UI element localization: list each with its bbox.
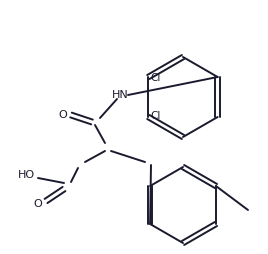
Text: HO: HO	[18, 170, 35, 180]
Text: O: O	[59, 110, 67, 120]
Text: HN: HN	[112, 90, 129, 100]
Text: O: O	[34, 199, 42, 209]
Text: Cl: Cl	[150, 111, 161, 121]
Text: Cl: Cl	[150, 73, 161, 83]
